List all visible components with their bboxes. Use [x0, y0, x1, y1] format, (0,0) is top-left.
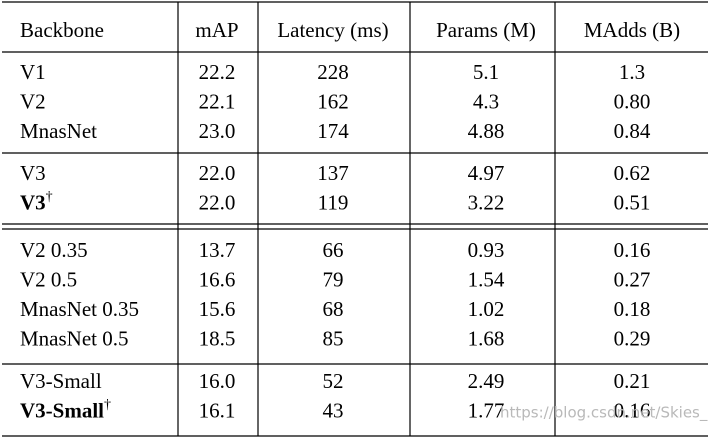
row-label: V2 — [20, 89, 46, 113]
row-label: V2 0.35 — [20, 238, 88, 262]
cell: 2.49 — [468, 369, 505, 393]
cell: 4.88 — [468, 119, 505, 143]
header-cell: Latency (ms) — [277, 18, 388, 42]
cell: 137 — [317, 161, 349, 185]
row-label: MnasNet 0.35 — [20, 297, 139, 321]
cell: 1.54 — [468, 267, 505, 291]
cell: 22.1 — [199, 89, 236, 113]
cell: 0.21 — [614, 369, 651, 393]
cell: 162 — [317, 89, 349, 113]
cell: 15.6 — [199, 297, 236, 321]
cell-text: V3-Small — [20, 398, 104, 422]
cell: 174 — [317, 119, 349, 143]
cell: 13.7 — [199, 238, 236, 262]
row-label: V3† — [20, 190, 53, 215]
superscript: † — [104, 398, 111, 413]
cell: 16.6 — [199, 267, 236, 291]
cell: 1.3 — [619, 60, 645, 84]
cell: 85 — [323, 326, 344, 350]
cell: 119 — [318, 190, 349, 214]
cell: 1.68 — [468, 326, 505, 350]
cell: 0.18 — [614, 297, 651, 321]
row-label: V3-Small — [20, 369, 102, 393]
cell: 66 — [323, 238, 344, 262]
header-cell: MAdds (B) — [584, 18, 680, 42]
cell: 0.51 — [614, 190, 651, 214]
cell: 43 — [323, 398, 344, 422]
cell: 0.16 — [614, 398, 651, 422]
cell: 22.0 — [199, 190, 236, 214]
row-label: MnasNet 0.5 — [20, 326, 129, 350]
cell: 3.22 — [468, 190, 505, 214]
cell: 228 — [317, 60, 349, 84]
cell: 0.84 — [614, 119, 651, 143]
cell: 1.77 — [468, 398, 505, 422]
cell: 22.0 — [199, 161, 236, 185]
cell: 0.29 — [614, 326, 651, 350]
row-label: V3-Small† — [20, 398, 111, 423]
cell: 0.27 — [614, 267, 651, 291]
cell: 16.1 — [199, 398, 236, 422]
cell: 0.62 — [614, 161, 651, 185]
watermark: https://blog.csdn.net/Skies_ — [500, 404, 708, 423]
cell: 16.0 — [199, 369, 236, 393]
cell: 18.5 — [199, 326, 236, 350]
header-cell: mAP — [195, 18, 238, 42]
row-label: MnasNet — [20, 119, 97, 143]
cell: 79 — [323, 267, 344, 291]
cell: 52 — [323, 369, 344, 393]
header-cell: Backbone — [20, 18, 104, 42]
cell: 0.16 — [614, 238, 651, 262]
cell: 1.02 — [468, 297, 505, 321]
cell: 23.0 — [199, 119, 236, 143]
header-cell: Params (M) — [436, 18, 536, 42]
cell: 5.1 — [473, 60, 499, 84]
row-label: V3 — [20, 161, 46, 185]
row-label: V2 0.5 — [20, 267, 77, 291]
cell: 68 — [323, 297, 344, 321]
cell: 4.3 — [473, 89, 499, 113]
cell: 4.97 — [468, 161, 505, 185]
cell-text: V3 — [20, 190, 46, 214]
row-label: V1 — [20, 60, 46, 84]
cell: 22.2 — [199, 60, 236, 84]
superscript: † — [46, 190, 53, 205]
cell: 0.80 — [614, 89, 651, 113]
cell: 0.93 — [468, 238, 505, 262]
